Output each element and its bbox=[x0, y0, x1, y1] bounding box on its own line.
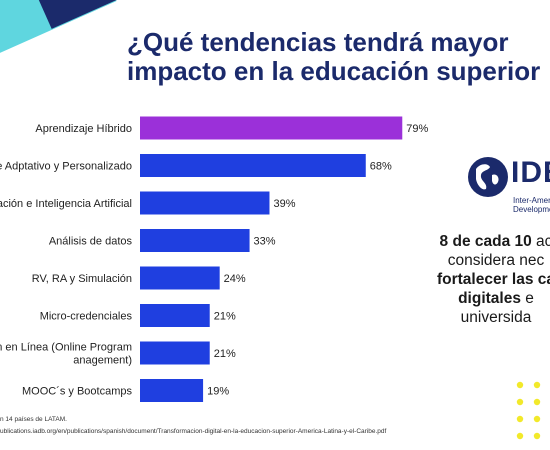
value-label-7: 21% bbox=[214, 348, 236, 360]
category-label-1: Aprendizaje Híbrido bbox=[35, 123, 132, 135]
category-label-8: MOOC´s y Bootcamps bbox=[22, 386, 133, 398]
callout-line-4: digitales e bbox=[396, 289, 550, 308]
footnote: n 14 países de LATAM. ublications.iadb.o… bbox=[0, 414, 386, 438]
callout-line-2: considera nec bbox=[447, 252, 545, 269]
callout-line-1: 8 de cada 10 ac bbox=[396, 232, 550, 251]
bar-6 bbox=[140, 304, 210, 327]
logo-wordmark: IDB bbox=[511, 156, 550, 189]
bar-2 bbox=[140, 154, 366, 177]
title-line-2: impacto en la educación superior bbox=[127, 56, 541, 86]
callout-highlight: 8 de cada 10 bbox=[439, 233, 532, 250]
decorative-stripe-navy bbox=[37, 0, 153, 29]
callout-line-5: universida bbox=[460, 309, 532, 326]
bar-4 bbox=[140, 229, 250, 252]
bar-5 bbox=[140, 266, 220, 290]
bar-1 bbox=[140, 116, 403, 140]
bar-chart: 79% Aprendizaje Híbrido 68% aje Adptativo y… bbox=[0, 116, 429, 402]
decorative-dots bbox=[516, 381, 541, 440]
bar-7 bbox=[140, 341, 210, 365]
category-label-4: Análisis de datos bbox=[49, 236, 133, 248]
category-label-6: Micro-credenciales bbox=[40, 311, 133, 323]
logo-subtitle-line-2: Development bbox=[513, 205, 550, 214]
logo-subtitle: Inter-American Development bbox=[513, 196, 550, 214]
value-label-1: 79% bbox=[406, 123, 428, 135]
category-label-3: ización e Inteligencia Artificial bbox=[0, 198, 132, 210]
page-title: ¿Qué tendencias tendrá mayor impacto en … bbox=[127, 28, 550, 86]
value-label-5: 24% bbox=[224, 273, 246, 285]
value-label-4: 33% bbox=[254, 236, 276, 248]
category-label-7-line-1: ón en Línea (Online Program bbox=[0, 342, 132, 354]
value-label-3: 39% bbox=[273, 198, 295, 210]
title-line-1: ¿Qué tendencias tendrá mayor bbox=[127, 28, 509, 57]
category-label-7-line-2: anagement) bbox=[73, 355, 132, 367]
callout-line-3: fortalecer las ca bbox=[436, 271, 550, 288]
bar-3 bbox=[140, 191, 270, 215]
logo-subtitle-line-1: Inter-American bbox=[513, 196, 550, 205]
callout-line-1-rest: ac bbox=[536, 233, 550, 250]
idb-logo-icon bbox=[468, 157, 508, 197]
value-label-2: 68% bbox=[370, 161, 392, 173]
value-label-6: 21% bbox=[214, 311, 236, 323]
category-label-2: aje Adptativo y Personalizado bbox=[0, 161, 132, 173]
footnote-source-url: ublications.iadb.org/en/publications/spa… bbox=[0, 428, 387, 435]
bar-8 bbox=[140, 379, 204, 402]
callout-text: 8 de cada 10 ac considera nec fortalecer… bbox=[396, 232, 550, 327]
callout-line-4-bold: digitales bbox=[458, 290, 521, 307]
value-label-8: 19% bbox=[207, 386, 229, 398]
category-label-5: RV, RA y Simulación bbox=[32, 273, 132, 285]
footnote-line-1: n 14 países de LATAM. bbox=[0, 416, 67, 423]
callout-line-4-rest: e bbox=[520, 290, 534, 307]
